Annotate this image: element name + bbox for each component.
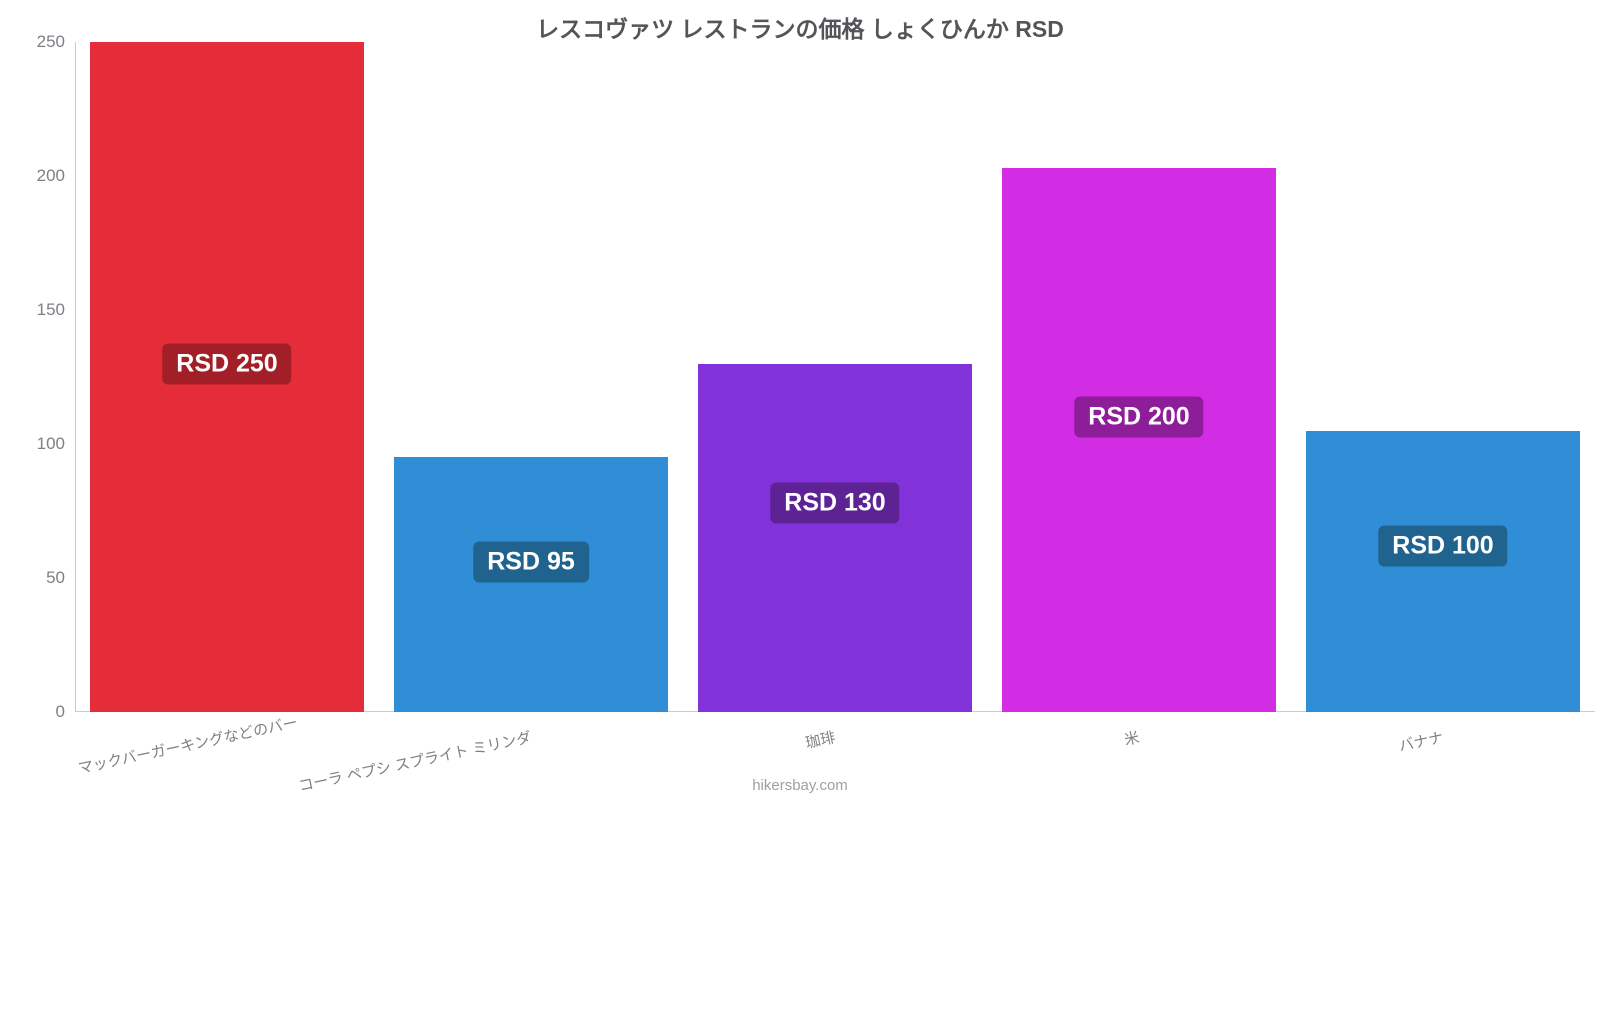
bar-value-label: RSD 250 — [162, 343, 291, 384]
y-tick-label: 150 — [37, 300, 75, 320]
x-category-label: 米 — [96, 726, 1141, 968]
bar — [394, 457, 668, 712]
bar-value-label: RSD 200 — [1074, 397, 1203, 438]
chart-title: レスコヴァツ レストランの価格 しょくひんか RSD — [0, 10, 1600, 44]
y-tick-label: 0 — [56, 702, 75, 722]
credit-text: hikersbay.com — [0, 777, 1600, 794]
bar — [1002, 168, 1276, 712]
bar — [698, 364, 972, 712]
y-tick-label: 50 — [46, 568, 75, 588]
x-category-label: バナナ — [103, 726, 1445, 1031]
bar-value-label: RSD 100 — [1378, 525, 1507, 566]
bar-value-label: RSD 130 — [770, 482, 899, 523]
bar-value-label: RSD 95 — [473, 541, 589, 582]
y-tick-label: 200 — [37, 166, 75, 186]
bar — [1306, 431, 1580, 712]
y-tick-label: 100 — [37, 434, 75, 454]
y-tick-label: 250 — [37, 32, 75, 52]
y-axis-line — [75, 42, 76, 712]
plot-area: 050100150200250マックバーガーキングなどのバーRSD 250コーラ… — [75, 42, 1595, 712]
x-category-label: マックバーガーキングなどのバー — [76, 726, 229, 778]
